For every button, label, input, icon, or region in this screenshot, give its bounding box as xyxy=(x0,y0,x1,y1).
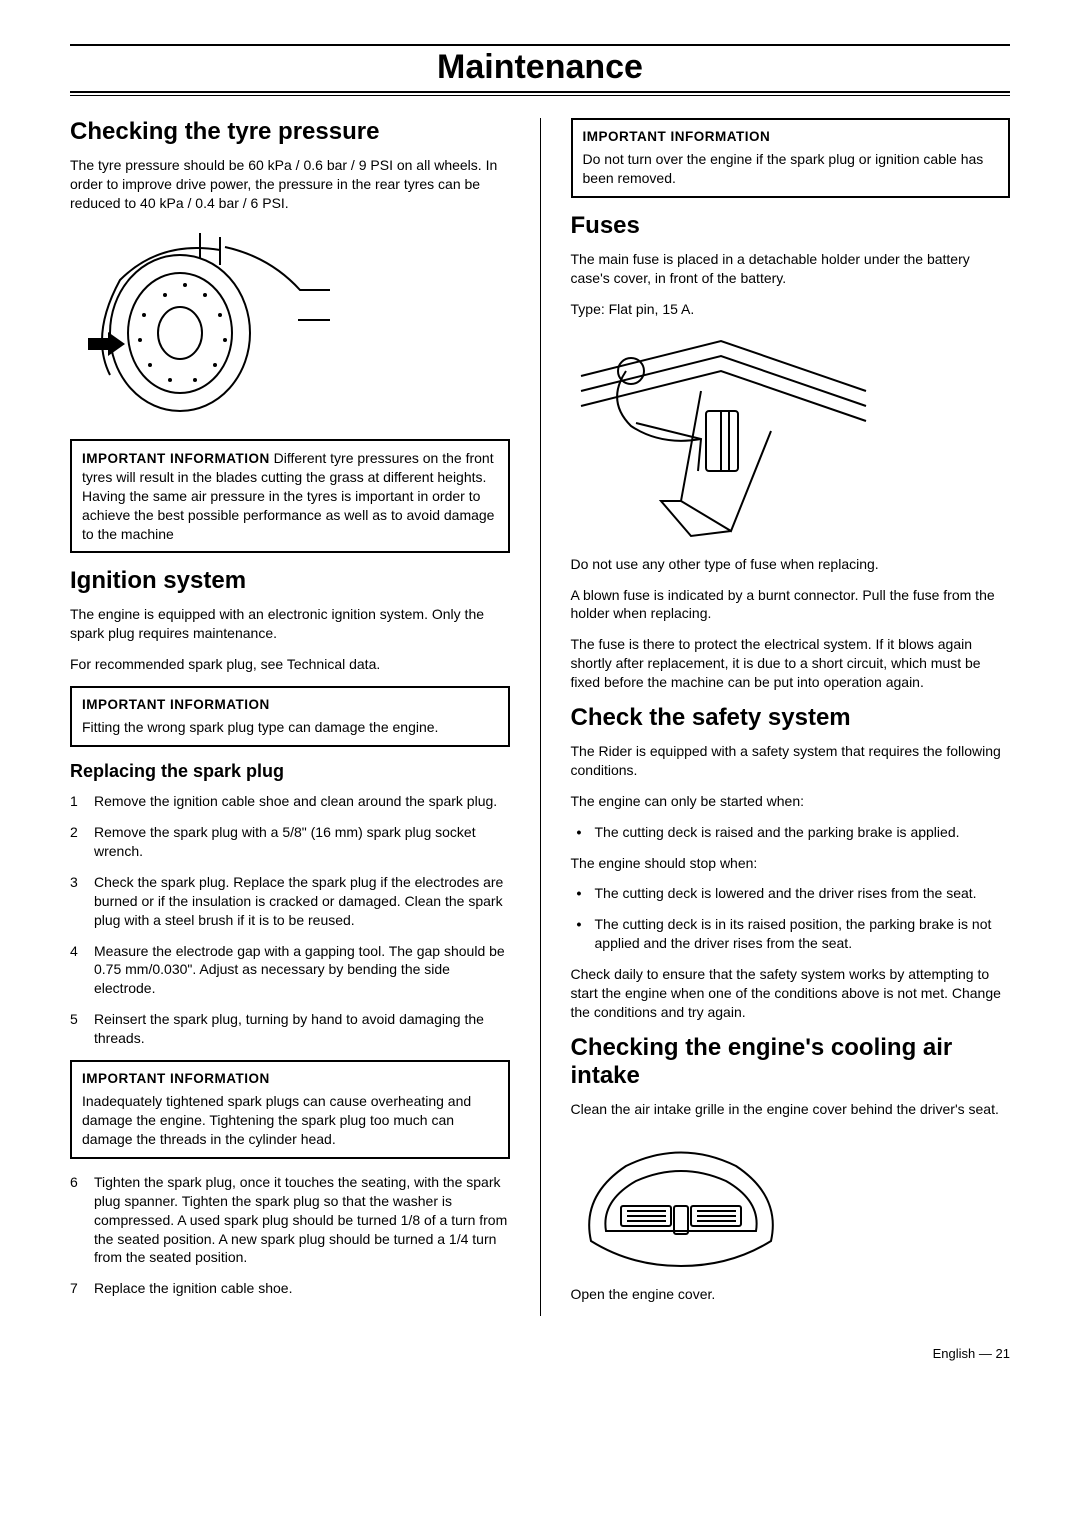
rule-under-title-thick xyxy=(70,91,1010,93)
cooling-para-1: Clean the air intake grille in the engin… xyxy=(571,1100,1011,1119)
fuses-para-4: A blown fuse is indicated by a burnt con… xyxy=(571,586,1011,624)
safety-start-conditions: The cutting deck is raised and the parki… xyxy=(571,823,1011,842)
figure-engine-cover xyxy=(571,1131,1011,1271)
ignition-info-2-heading: IMPORTANT INFORMATION xyxy=(82,1070,498,1088)
fuses-para-3: Do not use any other type of fuse when r… xyxy=(571,555,1011,574)
rule-top-thick xyxy=(70,44,1010,46)
safety-para-3: The engine should stop when: xyxy=(571,854,1011,873)
heading-tyre-pressure: Checking the tyre pressure xyxy=(70,118,510,146)
two-column-layout: Checking the tyre pressure The tyre pres… xyxy=(70,118,1010,1316)
fuses-para-5: The fuse is there to protect the electri… xyxy=(571,635,1011,692)
footer-page-number: 21 xyxy=(996,1346,1010,1361)
list-item: The cutting deck is lowered and the driv… xyxy=(571,884,1011,903)
safety-para-2: The engine can only be started when: xyxy=(571,792,1011,811)
fuses-para-1: The main fuse is placed in a detachable … xyxy=(571,250,1011,288)
engine-cover-illustration xyxy=(571,1131,791,1271)
rule-under-title-thin xyxy=(70,95,1010,96)
engine-warning-text: Do not turn over the engine if the spark… xyxy=(583,150,999,188)
list-item: Reinsert the spark plug, turning by hand… xyxy=(70,1010,510,1048)
ignition-para-2: For recommended spark plug, see Technica… xyxy=(70,655,510,674)
engine-warning-heading: IMPORTANT INFORMATION xyxy=(583,128,999,146)
spark-plug-steps-b: Tighten the spark plug, once it touches … xyxy=(70,1173,510,1298)
page-title: Maintenance xyxy=(70,48,1010,87)
engine-warning-box: IMPORTANT INFORMATION Do not turn over t… xyxy=(571,118,1011,198)
safety-stop-conditions: The cutting deck is lowered and the driv… xyxy=(571,884,1011,953)
page-footer: English — 21 xyxy=(70,1346,1010,1361)
list-item: The cutting deck is raised and the parki… xyxy=(571,823,1011,842)
ignition-info-1-text: Fitting the wrong spark plug type can da… xyxy=(82,718,498,737)
ignition-info-box-1: IMPORTANT INFORMATION Fitting the wrong … xyxy=(70,686,510,747)
safety-para-1: The Rider is equipped with a safety syst… xyxy=(571,742,1011,780)
footer-separator: — xyxy=(979,1346,992,1361)
list-item: Check the spark plug. Replace the spark … xyxy=(70,873,510,930)
ignition-info-box-2: IMPORTANT INFORMATION Inadequately tight… xyxy=(70,1060,510,1159)
tyre-info-heading: IMPORTANT INFORMATION xyxy=(82,451,270,466)
footer-language: English xyxy=(933,1346,976,1361)
list-item: Remove the spark plug with a 5/8" (16 mm… xyxy=(70,823,510,861)
heading-ignition-system: Ignition system xyxy=(70,567,510,595)
tyre-para-1: The tyre pressure should be 60 kPa / 0.6… xyxy=(70,156,510,213)
heading-fuses: Fuses xyxy=(571,212,1011,240)
ignition-para-1: The engine is equipped with an electroni… xyxy=(70,605,510,643)
fuses-para-2: Type: Flat pin, 15 A. xyxy=(571,300,1011,319)
figure-tyre-pressure xyxy=(70,225,510,425)
column-separator xyxy=(540,118,541,1316)
ignition-info-1-heading: IMPORTANT INFORMATION xyxy=(82,696,498,714)
column-right: IMPORTANT INFORMATION Do not turn over t… xyxy=(571,118,1011,1316)
spark-plug-steps-a: Remove the ignition cable shoe and clean… xyxy=(70,792,510,1048)
tyre-info-box: IMPORTANT INFORMATION Different tyre pre… xyxy=(70,439,510,554)
list-item: Tighten the spark plug, once it touches … xyxy=(70,1173,510,1267)
tyre-pressure-illustration xyxy=(70,225,330,425)
heading-cooling-air: Checking the engine's cooling air intake xyxy=(571,1034,1011,1090)
figure-fuse-holder xyxy=(571,331,1011,541)
list-item: Replace the ignition cable shoe. xyxy=(70,1279,510,1298)
ignition-info-2-text: Inadequately tightened spark plugs can c… xyxy=(82,1092,498,1149)
subheading-spark-plug: Replacing the spark plug xyxy=(70,761,510,782)
heading-safety-system: Check the safety system xyxy=(571,704,1011,732)
list-item: The cutting deck is in its raised positi… xyxy=(571,915,1011,953)
list-item: Remove the ignition cable shoe and clean… xyxy=(70,792,510,811)
safety-para-4: Check daily to ensure that the safety sy… xyxy=(571,965,1011,1022)
fuse-holder-illustration xyxy=(571,331,871,541)
column-left: Checking the tyre pressure The tyre pres… xyxy=(70,118,510,1316)
cooling-para-2: Open the engine cover. xyxy=(571,1285,1011,1304)
list-item: Measure the electrode gap with a gapping… xyxy=(70,942,510,999)
